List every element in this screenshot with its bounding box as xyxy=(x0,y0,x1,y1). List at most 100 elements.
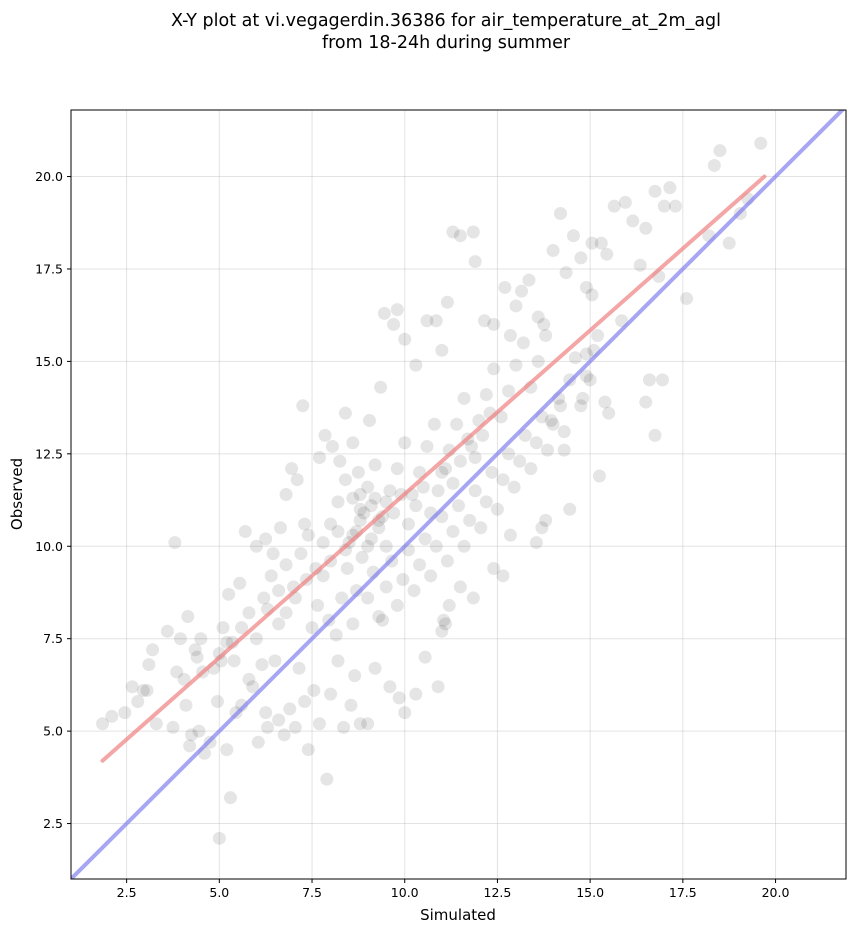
data-point xyxy=(331,654,345,668)
data-point xyxy=(418,650,432,664)
y-axis-label: Observed xyxy=(8,458,26,530)
data-point xyxy=(383,484,397,498)
data-point xyxy=(713,144,727,158)
data-point xyxy=(592,469,606,483)
data-point xyxy=(563,502,577,516)
data-point xyxy=(301,743,315,757)
data-point xyxy=(348,669,362,683)
data-point xyxy=(249,632,263,646)
data-point xyxy=(383,680,397,694)
data-point xyxy=(166,720,180,734)
data-point xyxy=(479,495,493,509)
data-point xyxy=(235,621,249,635)
x-tick-label: 12.5 xyxy=(484,885,512,900)
data-point xyxy=(446,476,460,490)
data-point xyxy=(223,791,237,805)
data-point xyxy=(392,691,406,705)
data-point xyxy=(463,513,477,527)
data-point xyxy=(409,358,423,372)
data-point xyxy=(502,447,516,461)
data-point xyxy=(507,480,521,494)
data-point xyxy=(594,236,608,250)
chart-title-line1: X-Y plot at vi.vegagerdin.36386 for air_… xyxy=(171,11,721,31)
data-point xyxy=(255,658,269,672)
data-point xyxy=(544,414,558,428)
data-point xyxy=(216,621,230,635)
data-point xyxy=(579,347,593,361)
data-point xyxy=(524,462,538,476)
data-point xyxy=(559,266,573,280)
data-point xyxy=(312,451,326,465)
data-point xyxy=(568,351,582,365)
data-point xyxy=(398,436,412,450)
data-point xyxy=(266,547,280,561)
data-point xyxy=(259,532,273,546)
data-point xyxy=(277,728,291,742)
data-point xyxy=(639,221,653,235)
plot-frame xyxy=(70,109,847,880)
data-point xyxy=(333,454,347,468)
data-point xyxy=(168,536,182,550)
data-point xyxy=(272,617,286,631)
x-tick-label: 10.0 xyxy=(391,885,419,900)
data-point xyxy=(553,207,567,221)
data-point xyxy=(420,314,434,328)
data-point xyxy=(591,329,605,343)
data-point xyxy=(149,717,163,731)
data-point xyxy=(633,258,647,272)
data-point xyxy=(585,236,599,250)
data-point xyxy=(268,654,282,668)
data-point xyxy=(368,491,382,505)
data-point xyxy=(173,632,187,646)
data-point xyxy=(439,462,453,476)
data-point xyxy=(364,499,378,513)
data-point xyxy=(431,680,445,694)
data-point xyxy=(576,391,590,405)
data-point xyxy=(329,628,343,642)
data-point xyxy=(407,584,421,598)
data-point xyxy=(220,743,234,757)
data-point xyxy=(131,695,145,709)
data-point xyxy=(487,561,501,575)
data-point xyxy=(607,199,621,213)
data-point xyxy=(368,661,382,675)
data-point xyxy=(316,536,330,550)
data-point xyxy=(487,362,501,376)
data-point xyxy=(279,558,293,572)
data-point xyxy=(251,735,265,749)
data-point xyxy=(188,643,202,657)
data-point xyxy=(537,317,551,331)
data-point xyxy=(657,199,671,213)
data-point xyxy=(457,391,471,405)
data-point xyxy=(361,539,375,553)
data-point xyxy=(427,417,441,431)
scatter-points xyxy=(96,136,768,845)
data-point xyxy=(476,428,490,442)
data-point xyxy=(429,539,443,553)
data-point xyxy=(272,584,286,598)
data-point xyxy=(557,425,571,439)
data-point xyxy=(468,484,482,498)
data-point xyxy=(522,273,536,287)
data-point xyxy=(496,473,510,487)
data-point xyxy=(498,280,512,294)
y-tick-label: 7.5 xyxy=(43,631,63,646)
y-tick-label: 12.5 xyxy=(35,446,63,461)
data-point xyxy=(160,624,174,638)
data-point xyxy=(325,439,339,453)
data-point xyxy=(668,199,682,213)
data-point xyxy=(274,521,288,535)
data-point xyxy=(318,428,332,442)
data-point xyxy=(722,236,736,250)
data-point xyxy=(279,606,293,620)
data-point xyxy=(249,539,263,553)
data-point xyxy=(529,436,543,450)
data-point xyxy=(298,695,312,709)
data-point xyxy=(424,569,438,583)
data-point xyxy=(585,288,599,302)
x-tick-label: 15.0 xyxy=(576,885,604,900)
x-tick-label: 2.5 xyxy=(117,885,137,900)
data-point xyxy=(194,632,208,646)
data-point xyxy=(364,532,378,546)
data-point xyxy=(453,454,467,468)
